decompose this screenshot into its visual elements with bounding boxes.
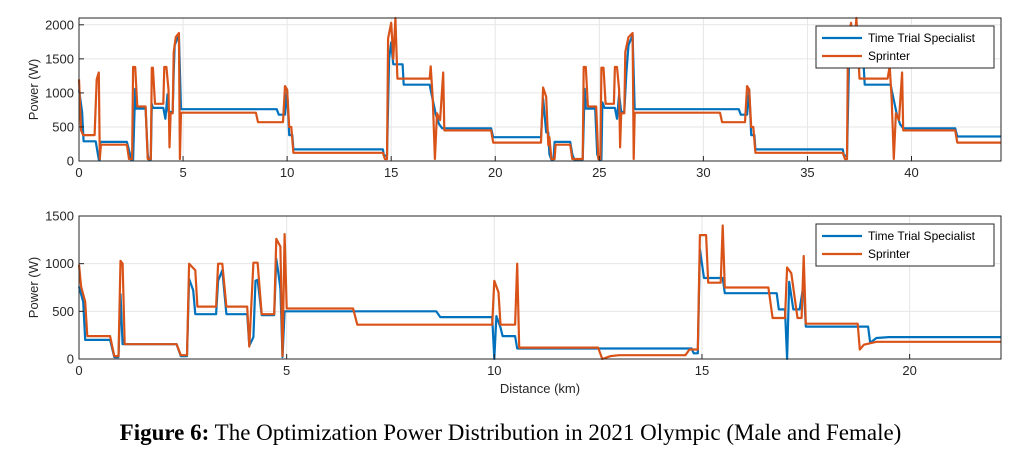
axes-box — [78, 215, 1002, 360]
legend-box — [815, 223, 995, 267]
x-tick-label: 0 — [75, 363, 82, 378]
x-tick-label: 5 — [283, 363, 290, 378]
y-tick-label: 2000 — [45, 17, 74, 32]
chart-bottom: 0 5 10 15 20 0 500 1000 1500 Power (W) Distance (k… — [26, 209, 1002, 396]
legend-label-sprinter: Sprinter — [868, 49, 910, 63]
chart-top: 0 5 10 15 20 25 30 35 40 0 500 1000 1500 2000 Power (W… — [26, 16, 1002, 180]
x-tick-label: 30 — [696, 165, 710, 180]
series-line-sprinter — [77, 16, 1001, 161]
x-tick-label: 15 — [384, 165, 398, 180]
x-tick-label: 20 — [488, 165, 502, 180]
caption-text: The Optimization Power Distribution in 2… — [214, 420, 902, 445]
x-tick-label: 10 — [487, 363, 501, 378]
y-tick-label: 1000 — [45, 256, 74, 271]
x-tick-label: 5 — [179, 165, 186, 180]
series-line-sprinter — [77, 224, 1001, 361]
legend: Time Trial Specialist Sprinter — [815, 223, 995, 267]
legend-label-time-trial: Time Trial Specialist — [868, 229, 976, 243]
figure-caption: Figure 6: The Optimization Power Distrib… — [0, 420, 1021, 446]
y-tick-label: 0 — [67, 352, 74, 367]
y-axis-label: Power (W) — [26, 59, 41, 120]
x-axis-label: Distance (km) — [500, 381, 580, 396]
y-tick-label: 500 — [52, 304, 74, 319]
x-tick-label: 10 — [280, 165, 294, 180]
y-tick-label: 0 — [67, 154, 74, 169]
legend-label-time-trial: Time Trial Specialist — [868, 31, 976, 45]
x-tick-label: 20 — [902, 363, 916, 378]
axes-box — [78, 17, 1002, 162]
legend-label-sprinter: Sprinter — [868, 247, 910, 261]
legend: Time Trial Specialist Sprinter — [815, 25, 995, 69]
x-tick-label: 25 — [592, 165, 606, 180]
y-tick-label: 1000 — [45, 85, 74, 100]
legend-box — [815, 25, 995, 69]
x-tick-label: 15 — [695, 363, 709, 378]
caption-label: Figure 6: — [119, 420, 210, 445]
x-tick-label: 0 — [75, 165, 82, 180]
x-tick-label: 35 — [800, 165, 814, 180]
y-tick-label: 500 — [52, 119, 74, 134]
y-tick-label: 1500 — [45, 209, 74, 224]
y-axis-label: Power (W) — [26, 257, 41, 318]
y-tick-label: 1500 — [45, 51, 74, 66]
x-tick-label: 40 — [904, 165, 918, 180]
